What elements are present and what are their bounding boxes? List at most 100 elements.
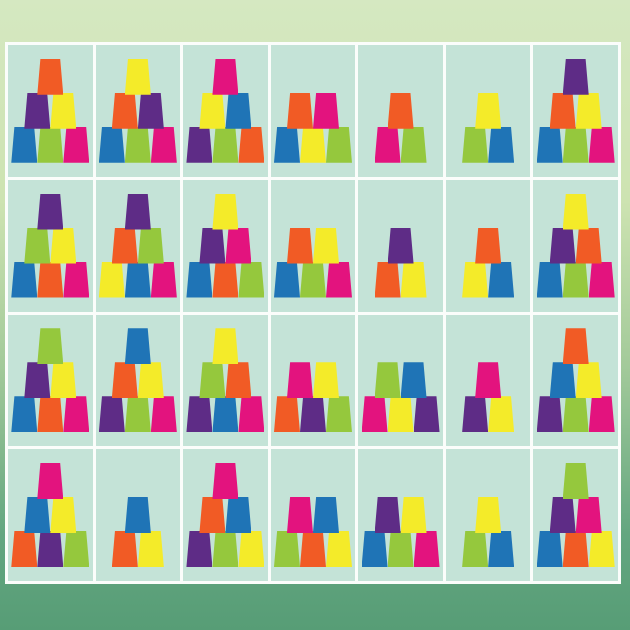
grid-cell-r4c2[interactable] — [95, 449, 181, 581]
cup-green — [374, 362, 401, 399]
cup-orange — [387, 92, 414, 129]
cup-blue — [98, 126, 125, 163]
grid-cell-r4c3[interactable] — [183, 449, 268, 581]
cup-row — [37, 193, 64, 230]
grid-cell-r1c1[interactable] — [8, 45, 93, 177]
grid-cell-r2c4[interactable] — [270, 179, 356, 312]
cup-row — [374, 362, 427, 399]
cup-blue — [361, 531, 388, 567]
grid-cell-r3c5[interactable] — [358, 314, 443, 447]
grid-cell-r1c7[interactable] — [533, 45, 618, 177]
cup-green — [325, 396, 352, 433]
cup-yellow — [387, 396, 414, 433]
cup-row — [462, 531, 515, 567]
grid-cell-r2c2[interactable] — [95, 179, 181, 312]
grid-cell-r3c1[interactable] — [8, 314, 93, 447]
cup-row — [286, 92, 339, 129]
cup-green — [462, 531, 489, 567]
cup-purple — [413, 396, 440, 433]
cup-blue — [225, 92, 252, 129]
grid-cell-r1c4[interactable] — [270, 45, 356, 177]
cup-yellow — [575, 92, 602, 129]
cup-purple — [299, 396, 326, 433]
grid-cell-r2c7[interactable] — [533, 179, 618, 312]
grid-cell-r1c6[interactable] — [445, 45, 531, 177]
cup-yellow — [400, 261, 427, 298]
cup-row — [562, 193, 589, 230]
cup-purple — [549, 227, 576, 264]
cup-orange — [37, 261, 64, 298]
cup-yellow — [212, 193, 239, 230]
cup-green — [37, 328, 64, 365]
cup-orange — [37, 58, 64, 95]
cup-row — [374, 261, 427, 298]
cup-orange — [238, 126, 265, 163]
cup-green — [212, 126, 239, 163]
cup-orange — [562, 328, 589, 365]
cup-row — [37, 463, 64, 499]
cup-green — [63, 531, 90, 567]
grid-cell-r3c6[interactable] — [445, 314, 531, 447]
cup-yellow — [50, 497, 77, 533]
cup-green — [238, 261, 265, 298]
cup-magenta — [238, 396, 265, 433]
cup-orange — [273, 396, 300, 433]
grid-cell-r3c3[interactable] — [183, 314, 268, 447]
grid-cell-r4c1[interactable] — [8, 449, 93, 581]
cup-blue — [488, 261, 515, 298]
cup-blue — [549, 362, 576, 399]
cup-row — [11, 126, 90, 163]
cup-row — [11, 531, 90, 567]
cup-purple — [186, 396, 213, 433]
cup-orange — [374, 261, 401, 298]
cup-magenta — [588, 396, 615, 433]
cup-row — [562, 58, 589, 95]
grid-cell-r1c2[interactable] — [95, 45, 181, 177]
cup-row — [111, 531, 164, 567]
cup-row — [111, 362, 164, 399]
cup-magenta — [575, 497, 602, 533]
cup-blue — [24, 497, 51, 533]
cup-row — [111, 227, 164, 264]
cup-row — [124, 58, 151, 95]
cup-yellow — [299, 126, 326, 163]
cup-magenta — [413, 531, 440, 567]
cup-row — [186, 396, 265, 433]
grid-cell-r3c2[interactable] — [95, 314, 181, 447]
cup-row — [24, 227, 77, 264]
cup-green — [462, 126, 489, 163]
cup-magenta — [150, 261, 177, 298]
cup-magenta — [225, 227, 252, 264]
grid-cell-r4c7[interactable] — [533, 449, 618, 581]
grid-cell-r2c1[interactable] — [8, 179, 93, 312]
cup-blue — [212, 396, 239, 433]
grid-cell-r3c4[interactable] — [270, 314, 356, 447]
grid-cell-r1c3[interactable] — [183, 45, 268, 177]
cup-magenta — [63, 126, 90, 163]
cup-blue — [536, 531, 563, 567]
cup-yellow — [400, 497, 427, 533]
cup-purple — [562, 58, 589, 95]
cup-orange — [11, 531, 38, 567]
cup-orange — [111, 531, 138, 567]
grid-cell-r4c5[interactable] — [358, 449, 443, 581]
grid-cell-r2c3[interactable] — [183, 179, 268, 312]
cup-row — [11, 261, 90, 298]
grid-cell-r4c6[interactable] — [445, 449, 531, 581]
grid-cell-r1c5[interactable] — [358, 45, 443, 177]
cup-purple — [462, 396, 489, 433]
cup-row — [462, 396, 515, 433]
grid-cell-r2c5[interactable] — [358, 179, 443, 312]
grid-cell-r3c7[interactable] — [533, 314, 618, 447]
cup-purple — [24, 362, 51, 399]
cup-magenta — [63, 396, 90, 433]
cup-purple — [199, 227, 226, 264]
cup-row — [462, 261, 515, 298]
cup-row — [475, 227, 502, 264]
cup-row — [111, 92, 164, 129]
grid-cell-r2c6[interactable] — [445, 179, 531, 312]
cup-row — [549, 227, 602, 264]
cup-orange — [111, 227, 138, 264]
cup-row — [11, 396, 90, 433]
grid-cell-r4c4[interactable] — [270, 449, 356, 581]
